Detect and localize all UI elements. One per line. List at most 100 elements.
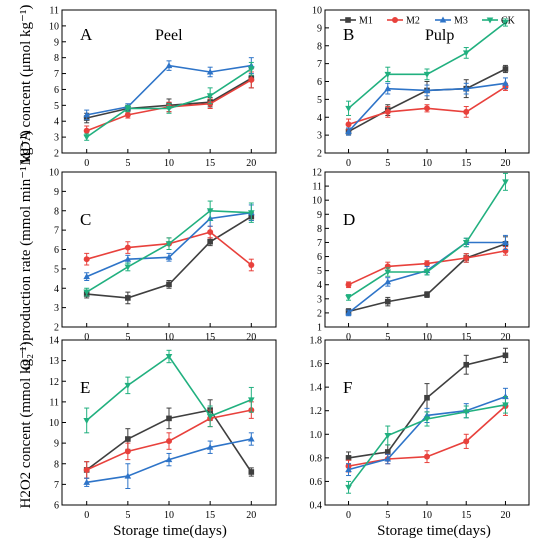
data-point: [165, 106, 173, 113]
y-tick-label: 9: [54, 37, 59, 48]
y-tick-label: 1: [317, 323, 322, 334]
x-tick-label: 20: [246, 158, 256, 169]
series-line-M1: [348, 243, 506, 313]
data-point: [165, 253, 173, 260]
data-point: [384, 432, 392, 439]
panel-letter: B: [343, 25, 354, 44]
x-tick-label: 15: [205, 510, 215, 521]
panel-C: 2 3 4 5 6 7 8 9 10 0 5 10 15 20 C: [49, 168, 277, 343]
data-point: [83, 256, 90, 263]
data-point: [166, 281, 172, 288]
panel-letter: F: [343, 378, 352, 397]
y-tick-label: 10: [312, 6, 322, 17]
x-tick-label: 5: [385, 158, 390, 169]
x-tick-label: 0: [84, 158, 89, 169]
data-point: [423, 269, 431, 276]
data-point: [424, 394, 430, 401]
x-tick-label: 15: [461, 158, 471, 169]
y-tick-label: 5: [317, 95, 322, 106]
panel-frame: [324, 171, 530, 328]
y-tick-label: 3: [317, 131, 322, 142]
data-point: [124, 472, 132, 479]
data-point: [248, 435, 255, 442]
data-point: [345, 105, 352, 112]
x-tick-label: 20: [500, 332, 510, 343]
data-point: [124, 448, 131, 455]
y-tick-label: 4: [317, 280, 322, 291]
x-tick-label: 0: [346, 510, 351, 521]
ylabel-row-1: MDA concent (μmol kg⁻¹): [18, 5, 34, 166]
data-point: [463, 254, 470, 261]
legend-item-M1: M1: [340, 16, 373, 27]
y-tick-label: 9: [317, 23, 322, 34]
y-tick-label: 5: [54, 264, 59, 275]
data-point: [248, 262, 255, 268]
data-point: [462, 50, 470, 57]
x-tick-label: 20: [500, 158, 510, 169]
x-tick-label: 5: [125, 158, 130, 169]
y-tick-label: 1.0: [310, 430, 323, 441]
data-point: [125, 436, 131, 442]
panel-letter: C: [80, 210, 91, 229]
data-point: [83, 134, 90, 141]
series-M3: [83, 432, 255, 489]
data-point: [384, 455, 392, 462]
legend-label: M1: [359, 16, 373, 27]
y-tick-label: 1.4: [310, 383, 323, 394]
legend-marker: [486, 17, 494, 24]
x-tick-label: 15: [461, 510, 471, 521]
data-point: [124, 382, 132, 389]
data-point: [424, 291, 430, 298]
data-point: [83, 111, 90, 118]
legend-label: M3: [454, 16, 468, 27]
data-point: [248, 397, 255, 404]
series-M2: [345, 246, 509, 289]
data-point: [502, 238, 509, 245]
x-tick-label: 10: [164, 158, 174, 169]
data-point: [463, 108, 470, 115]
data-point: [165, 62, 173, 69]
data-point: [384, 108, 391, 115]
y-tick-label: 7: [54, 69, 59, 80]
x-tick-label: 0: [84, 510, 89, 521]
legend-label: CK: [501, 16, 516, 27]
panel-B: 2 3 4 5 6 7 8 9 10 0 5 10 15 20 B Pulp: [312, 6, 530, 169]
x-tick-label: 0: [84, 332, 89, 343]
y-tick-label: 2: [317, 308, 322, 319]
x-tick-label: 15: [205, 332, 215, 343]
y-tick-label: 6: [54, 245, 59, 256]
data-point: [423, 71, 431, 78]
data-point: [206, 93, 214, 100]
y-tick-label: 6: [54, 501, 59, 512]
y-tick-label: 8: [317, 224, 322, 235]
y-tick-label: 9: [54, 187, 59, 198]
series-CK: [345, 172, 509, 301]
data-point: [423, 416, 431, 423]
y-tick-label: 10: [49, 418, 59, 429]
data-point: [345, 294, 352, 301]
series-line-CK: [348, 181, 507, 299]
data-point: [83, 417, 90, 424]
data-point: [165, 241, 173, 248]
x-tick-label: 0: [346, 332, 351, 343]
y-tick-label: 0.4: [310, 501, 323, 512]
data-point: [83, 478, 90, 485]
y-tick-label: 12: [312, 168, 322, 179]
legend-marker: [345, 17, 351, 23]
x-tick-label: 5: [385, 332, 390, 343]
x-tick-label: 10: [422, 332, 432, 343]
y-tick-label: 11: [312, 182, 322, 193]
data-point: [166, 438, 172, 445]
series-M1: [83, 68, 255, 124]
y-tick-label: 10: [49, 21, 59, 32]
series-CK: [345, 18, 509, 116]
data-point: [83, 289, 90, 296]
data-point: [463, 438, 470, 445]
data-point: [345, 455, 352, 461]
legend-item-M3: M3: [435, 16, 468, 27]
panel-title: Peel: [155, 27, 183, 44]
y-tick-label: 10: [49, 168, 59, 179]
data-point: [124, 264, 132, 271]
data-point: [83, 273, 90, 280]
x-tick-label: 20: [246, 510, 256, 521]
